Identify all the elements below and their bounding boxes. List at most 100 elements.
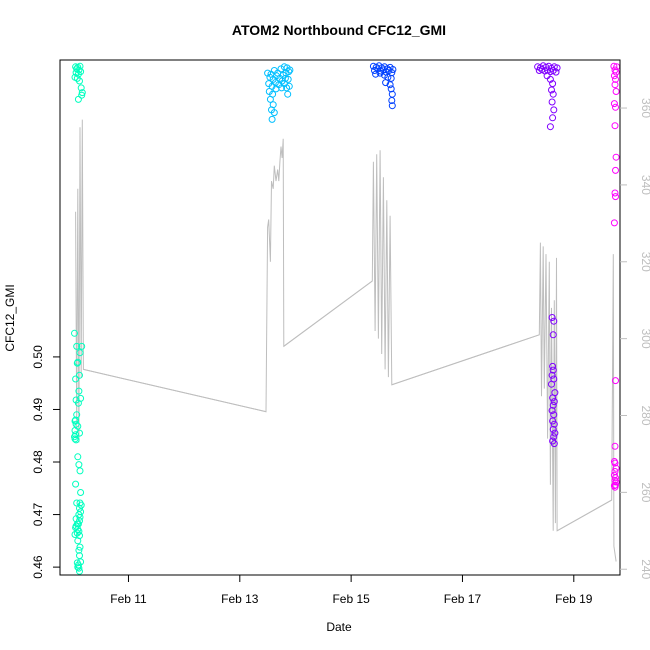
data-point — [388, 102, 396, 110]
data-point — [550, 440, 558, 448]
data-point — [549, 366, 557, 374]
data-point — [386, 81, 394, 89]
data-point — [612, 166, 619, 174]
data-point — [372, 70, 380, 78]
data-point — [610, 72, 618, 80]
data-point — [551, 429, 559, 437]
altitude-transit-line — [391, 334, 540, 386]
data-point — [612, 478, 620, 486]
data-point — [76, 77, 83, 85]
data-point — [77, 489, 85, 496]
data-point — [388, 97, 396, 104]
y-axis: 0.46 0.47 0.48 0.49 0.50 — [31, 345, 60, 579]
data-point — [548, 407, 556, 414]
data-point — [610, 219, 618, 227]
data-point — [611, 189, 619, 197]
data-point — [266, 95, 274, 103]
data-point — [612, 75, 619, 83]
data-point — [71, 329, 78, 337]
data-point — [76, 467, 84, 475]
data-point — [73, 342, 81, 350]
plot-frame — [59, 59, 621, 576]
data-point — [71, 73, 79, 81]
data-point — [546, 75, 554, 83]
data-point — [72, 436, 80, 444]
data-point — [549, 80, 557, 88]
data-point — [264, 69, 272, 77]
data-point — [549, 362, 557, 370]
data-point — [76, 349, 84, 357]
data-point — [612, 88, 620, 95]
data-point — [610, 100, 618, 108]
data-point — [548, 371, 556, 379]
data-point — [548, 380, 555, 388]
y-axis-label: CFC12_GMI — [3, 284, 17, 351]
data-point — [611, 476, 619, 484]
y-tick-label: 0.47 — [31, 503, 45, 527]
data-point — [612, 464, 620, 472]
data-point — [75, 546, 83, 554]
data-point — [382, 79, 390, 87]
data-point — [285, 68, 293, 76]
data-point — [552, 68, 560, 76]
data-point — [548, 86, 555, 94]
data-point — [75, 461, 83, 469]
data-point — [611, 81, 619, 89]
y2-tick-label: 260 — [639, 482, 650, 502]
data-point — [270, 109, 278, 117]
x-tick-label: Feb 11 — [110, 592, 147, 606]
data-point — [611, 459, 619, 467]
y2-tick-label: 280 — [639, 405, 650, 425]
data-point — [549, 90, 557, 98]
y2-tick-label: 300 — [639, 329, 650, 349]
data-point — [612, 153, 620, 161]
data-point — [548, 98, 556, 106]
y-tick-label: 0.50 — [31, 345, 45, 369]
y2-tick-label: 320 — [639, 252, 650, 272]
data-point — [548, 314, 556, 321]
y2-tick-label: 340 — [639, 175, 650, 195]
data-point — [76, 513, 84, 521]
y-tick-label: 0.46 — [31, 555, 45, 579]
data-point — [72, 375, 80, 383]
x-tick-label: Feb 19 — [555, 592, 593, 606]
data-point — [381, 71, 388, 79]
x-axis: Feb 11 Feb 13 Feb 15 Feb 17 Feb 19 — [110, 574, 593, 606]
data-point — [76, 371, 83, 379]
altitude-series — [75, 119, 617, 562]
scatter-points — [71, 62, 621, 575]
data-point — [268, 115, 276, 123]
chart-title: ATOM2 Northbound CFC12_GMI — [232, 22, 446, 38]
data-point — [75, 564, 83, 572]
data-point — [78, 89, 86, 97]
data-point — [74, 95, 82, 103]
data-point — [76, 429, 83, 437]
data-point — [74, 563, 82, 571]
data-point — [74, 453, 82, 461]
data-point — [77, 84, 85, 92]
x-axis-label: Date — [326, 620, 352, 634]
data-point — [73, 411, 81, 419]
data-point — [549, 394, 557, 402]
x-tick-label: Feb 17 — [444, 592, 482, 606]
data-point — [611, 122, 619, 130]
data-point — [387, 85, 395, 93]
data-point — [76, 62, 84, 70]
data-point — [549, 331, 557, 339]
data-point — [73, 499, 81, 507]
data-point — [285, 82, 293, 90]
data-point — [76, 543, 84, 551]
data-point — [612, 68, 620, 76]
data-point — [550, 398, 558, 406]
data-point — [550, 106, 558, 114]
data-point — [612, 193, 619, 201]
data-point — [612, 474, 619, 482]
data-point — [549, 114, 557, 122]
data-point — [612, 377, 619, 385]
data-point — [612, 103, 619, 111]
y2-tick-label: 360 — [639, 98, 650, 118]
data-point — [71, 531, 79, 538]
altitude-transit-line — [556, 499, 612, 532]
y-axis-right: 240 260 280 300 320 340 360 — [620, 98, 650, 580]
